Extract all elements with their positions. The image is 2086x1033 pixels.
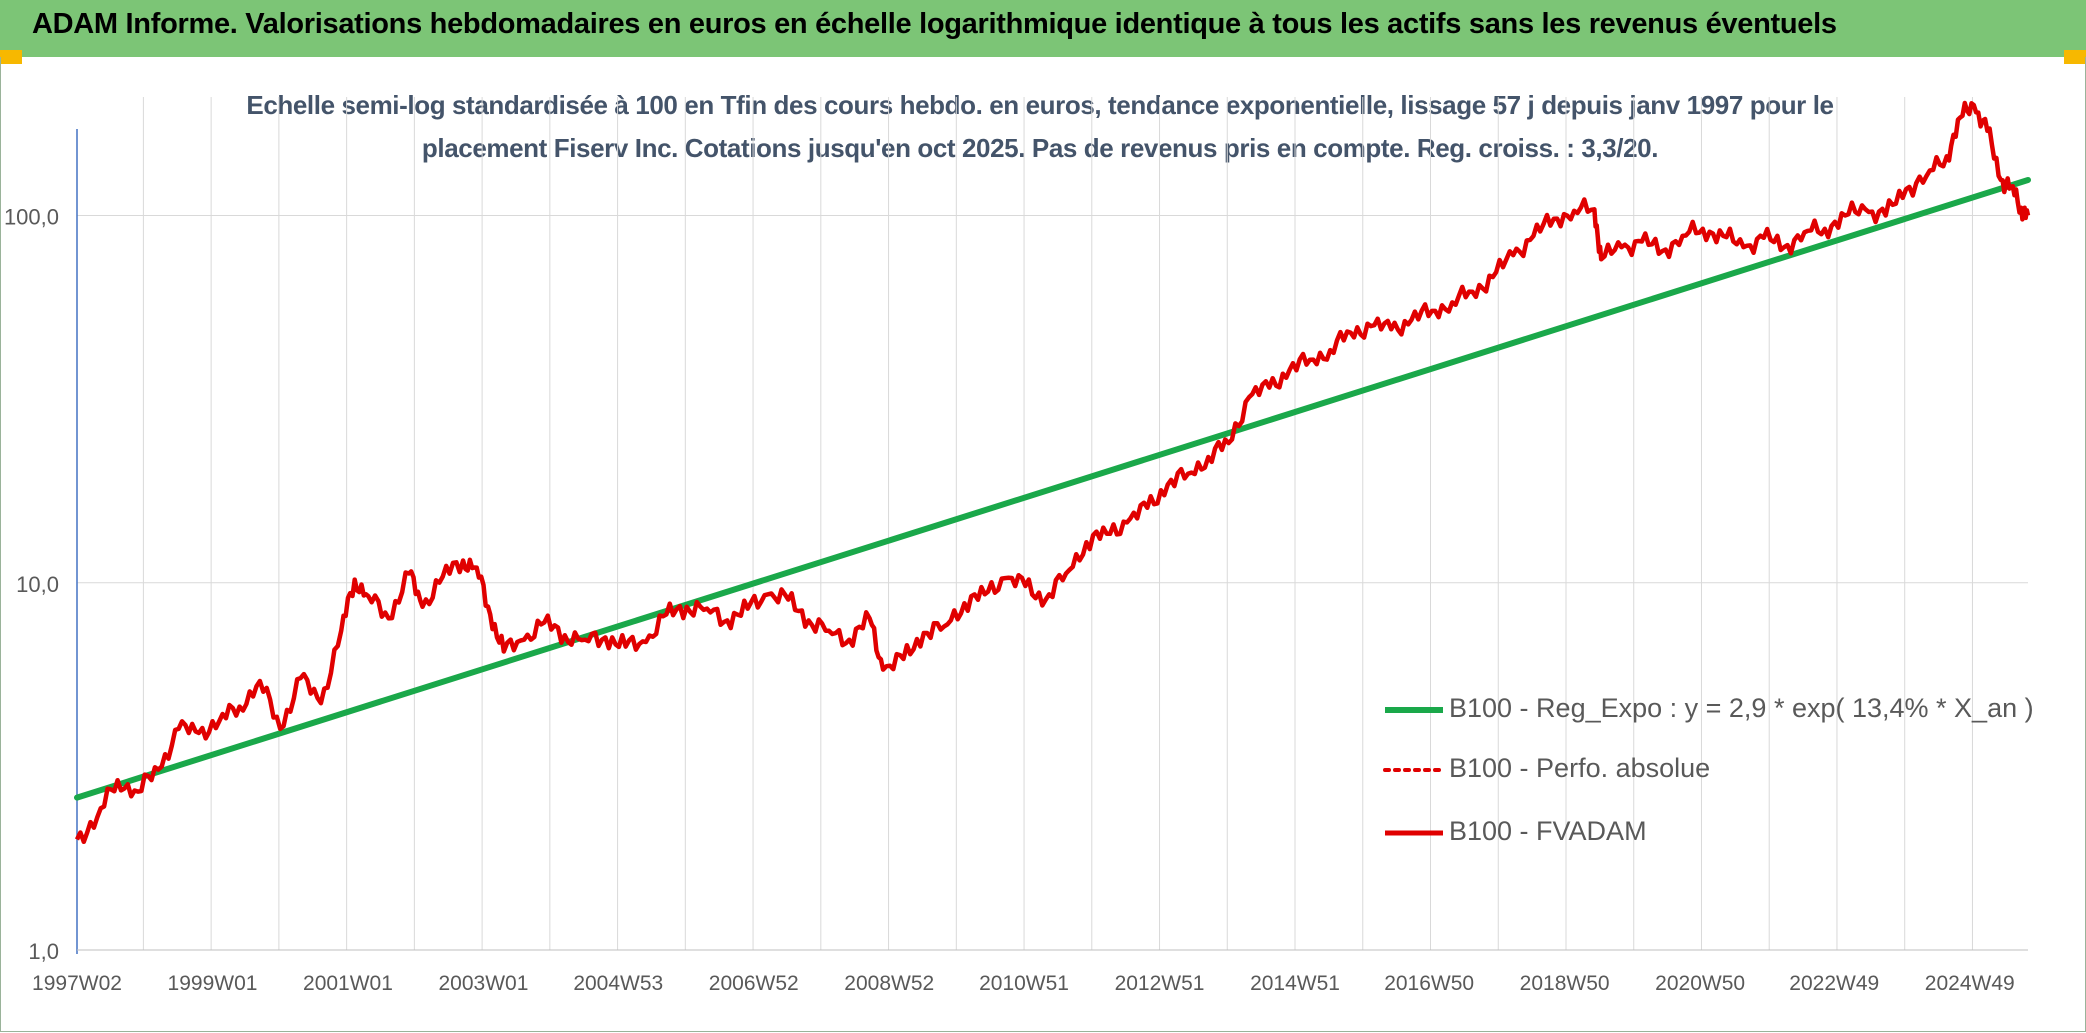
x-tick-label: 2006W52 xyxy=(709,972,799,995)
x-tick-label: 2012W51 xyxy=(1115,972,1205,995)
x-tick-label: 2016W50 xyxy=(1384,972,1474,995)
x-tick-label: 2020W50 xyxy=(1655,972,1745,995)
x-tick-label: 2004W53 xyxy=(573,972,663,995)
y-tick-label: 1,0 xyxy=(28,939,59,964)
corner-accent-right xyxy=(2064,50,2086,64)
report-title: ADAM Informe. Valorisations hebdomadaire… xyxy=(32,8,1837,40)
y-tick-label: 10,0 xyxy=(16,572,59,597)
axes xyxy=(76,129,2028,954)
x-tick-label: 2014W51 xyxy=(1250,972,1340,995)
gridlines xyxy=(77,97,2028,951)
legend-label-trend: B100 - Reg_Expo : y = 2,9 * exp( 13,4% *… xyxy=(1449,693,2034,723)
trend-line xyxy=(74,176,2031,801)
legend-swatches xyxy=(1383,707,1445,836)
x-tick-label: 2010W51 xyxy=(979,972,1069,995)
corner-accent-left xyxy=(0,50,22,64)
y-tick-label: 100,0 xyxy=(4,205,59,230)
x-tick-label: 2022W49 xyxy=(1789,972,1879,995)
chart-title-line-2: placement Fiserv Inc. Cotations jusqu'en… xyxy=(421,133,1659,163)
x-tick-label: 1997W02 xyxy=(32,972,122,995)
x-tick-label: 1999W01 xyxy=(168,972,258,995)
title-banner: ADAM Informe. Valorisations hebdomadaire… xyxy=(0,0,2086,57)
x-tick-label: 2018W50 xyxy=(1520,972,1610,995)
chart-title-line-1: Echelle semi-log standardisée à 100 en T… xyxy=(246,90,1834,120)
series xyxy=(74,100,2031,845)
x-tick-label: 2003W01 xyxy=(439,972,529,995)
legend-label-perfo: B100 - Perfo. absolue xyxy=(1449,753,1711,783)
legend-label-fvadam: B100 - FVADAM xyxy=(1449,816,1647,846)
tick-labels: 1,0 10,0 100,0 1997W02 1999W01 2001W01 2003W01… xyxy=(4,205,2015,995)
x-tick-label: 2001W01 xyxy=(303,972,393,995)
x-tick-label: 2008W52 xyxy=(844,972,934,995)
x-tick-label: 2024W49 xyxy=(1925,972,2015,995)
fvadam-line xyxy=(74,100,2031,845)
